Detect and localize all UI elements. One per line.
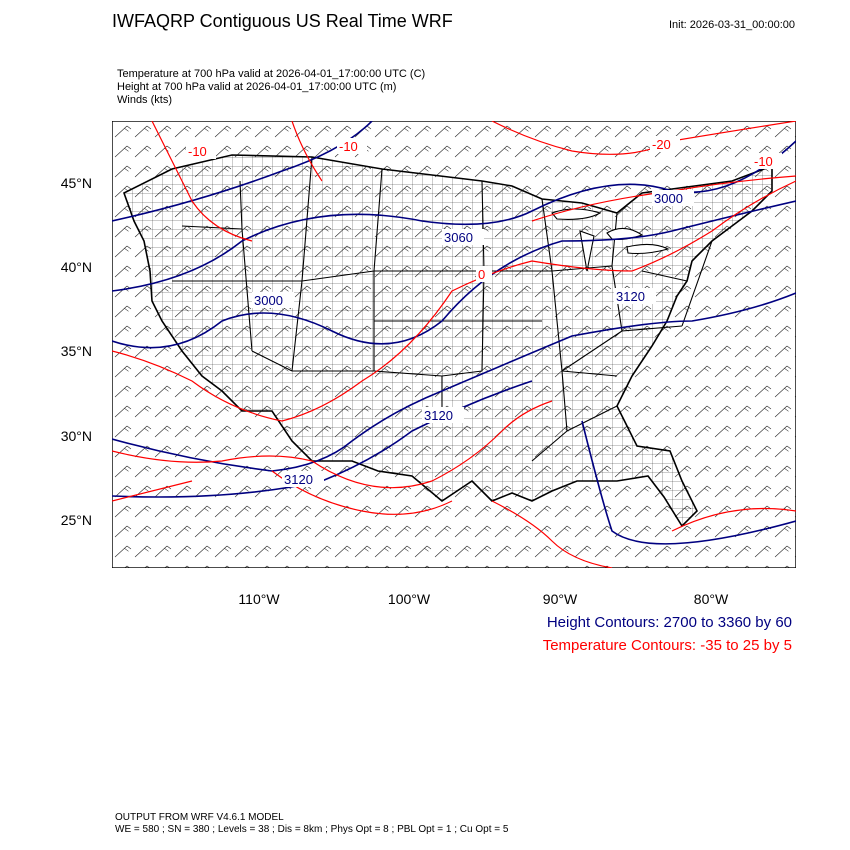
height-label-box	[614, 288, 656, 304]
height-contour-labels: 3000 3060 3120 3000 3120 3120	[252, 190, 694, 487]
temperature-field-label: Temperature at 700 hPa valid at 2026-04-…	[117, 68, 426, 80]
model-footer: OUTPUT FROM WRF V4.6.1 MODEL	[115, 812, 284, 823]
temp-label-box	[186, 143, 216, 159]
temp-label-0: 0	[478, 267, 485, 282]
lat-label-45n: 45°N	[60, 175, 92, 191]
height-label-box	[442, 229, 484, 245]
weather-map: 3000 3060 3120 3000 3120 3120 -10 -10 -2…	[112, 121, 796, 568]
temp-label-minus10-east: -10	[754, 154, 773, 169]
temp-label-box	[650, 136, 680, 152]
height-label-3000-west: 3000	[254, 293, 283, 308]
conus-land	[123, 154, 773, 528]
temp-label-box	[337, 138, 367, 154]
height-label-3120-east: 3120	[616, 289, 645, 304]
height-label-box	[652, 190, 694, 206]
temp-label-box	[476, 266, 492, 282]
temp-label-minus10-west: -10	[188, 144, 207, 159]
height-contour-legend: Height Contours: 2700 to 3360 by 60	[546, 614, 792, 631]
lat-label-25n: 25°N	[60, 512, 92, 528]
lat-label-35n: 35°N	[60, 343, 92, 359]
init-time: Init: 2026-03-31_00:00:00	[669, 19, 795, 31]
height-label-3120-south: 3120	[284, 472, 313, 487]
lat-label-30n: 30°N	[60, 428, 92, 444]
temperature-contour-legend: Temperature Contours: -35 to 25 by 5	[542, 637, 792, 654]
model-options-footer: WE = 580 ; SN = 380 ; Levels = 38 ; Dis …	[115, 824, 509, 835]
height-label-box	[422, 407, 464, 423]
temp-label-minus10-north: -10	[339, 139, 358, 154]
winds-field-label: Winds (kts)	[117, 94, 172, 106]
great-lakes	[551, 208, 670, 272]
height-label-box	[282, 471, 324, 487]
lon-label-90w: 90°W	[542, 591, 578, 607]
height-label-3120-central: 3120	[424, 408, 453, 423]
height-label-3000-east: 3000	[654, 191, 683, 206]
temperature-contours	[112, 121, 796, 568]
lon-label-110w: 110°W	[238, 591, 280, 607]
chart-title: IWFAQRP Contiguous US Real Time WRF	[112, 11, 453, 31]
temp-label-minus20: -20	[652, 137, 671, 152]
lat-label-40n: 40°N	[60, 259, 92, 275]
height-field-label: Height at 700 hPa valid at 2026-04-01_17…	[117, 81, 397, 93]
lon-label-100w: 100°W	[387, 591, 431, 607]
lon-label-80w: 80°W	[693, 591, 729, 607]
temperature-contour-labels: -10 -10 -20 -10 0	[186, 136, 782, 282]
height-label-3060: 3060	[444, 230, 473, 245]
temp-label-box	[752, 153, 782, 169]
height-label-box	[252, 292, 294, 308]
